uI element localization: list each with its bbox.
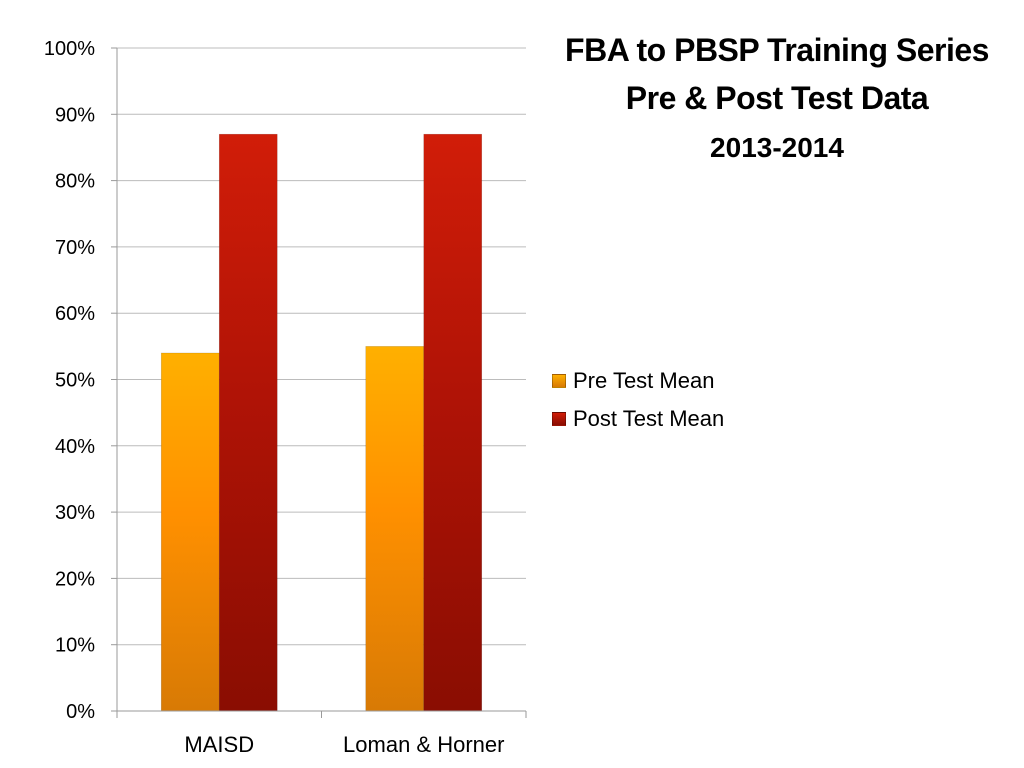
- y-axis-tick-label: 90%: [55, 104, 95, 126]
- x-axis-category-label: Loman & Horner: [343, 732, 504, 757]
- axes: [111, 47, 527, 718]
- y-axis-tick-label: 0%: [66, 701, 95, 723]
- bar-pre-maisd: [160, 352, 220, 712]
- y-axis-tick-labels: 0% 10% 20% 30% 40% 50% 60% 70% 80% 90% 100%: [44, 38, 95, 723]
- bar-post-loman-horner: [423, 133, 483, 712]
- legend-swatch-pre: [552, 374, 566, 388]
- legend-item-pre: Pre Test Mean: [552, 362, 724, 400]
- bars: [160, 133, 483, 712]
- y-axis-tick-label: 40%: [55, 436, 95, 458]
- y-axis-tick-label: 30%: [55, 502, 95, 524]
- y-axis-tick-label: 10%: [55, 635, 95, 657]
- legend-label-post: Post Test Mean: [573, 406, 725, 431]
- chart-title-years: 2013-2014: [710, 132, 844, 163]
- y-axis-tick-label: 80%: [55, 171, 95, 193]
- legend-item-post: Post Test Mean: [552, 400, 724, 438]
- legend: Pre Test Mean Post Test Mean: [552, 362, 724, 438]
- y-axis-tick-label: 60%: [55, 303, 95, 325]
- chart-title-line-1: FBA to PBSP Training Series: [565, 32, 989, 68]
- chart-title: FBA to PBSP Training Series Pre & Post T…: [530, 26, 1024, 170]
- y-axis-tick-label: 70%: [55, 237, 95, 259]
- y-axis-tick-label: 50%: [55, 370, 95, 392]
- x-axis-category-label: MAISD: [184, 732, 254, 757]
- y-axis-tick-label: 20%: [55, 568, 95, 590]
- legend-label-pre: Pre Test Mean: [573, 368, 715, 393]
- x-axis-category-labels: MAISD Loman & Horner: [184, 732, 504, 757]
- bar-post-maisd: [218, 133, 278, 712]
- bar-pre-loman-horner: [365, 346, 425, 712]
- y-axis-tick-label: 100%: [44, 38, 95, 60]
- legend-swatch-post: [552, 412, 566, 426]
- chart-title-line-2: Pre & Post Test Data: [625, 80, 929, 116]
